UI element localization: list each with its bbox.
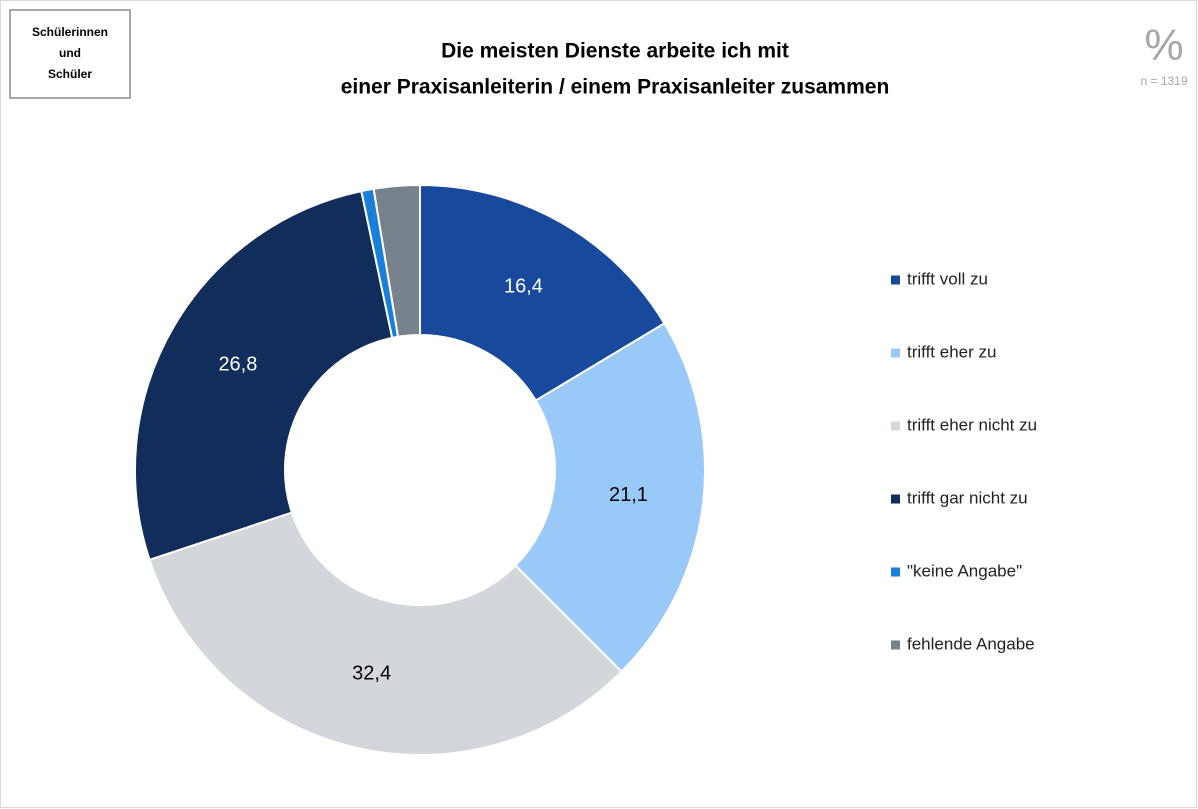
legend-label: trifft gar nicht zu [907,488,1028,507]
badge-text: Schülerinnen [32,25,108,39]
data-label: 16,4 [504,276,543,298]
legend-label: trifft voll zu [907,269,988,288]
legend-swatch [891,275,900,285]
chart-title: einer Praxisanleiterin / einem Praxisanl… [341,76,890,99]
badge-text: und [59,46,81,60]
badge-text: Schüler [48,67,92,81]
legend-swatch [891,494,900,504]
donut-slice [372,183,421,338]
data-label: 32,4 [352,663,391,685]
donut-slice [148,511,623,756]
badge-box [9,9,131,99]
data-label: 26,8 [218,354,257,376]
donut-slice [514,322,706,673]
legend-label: trifft eher nicht zu [907,415,1037,434]
data-label: 21,1 [609,484,648,506]
sample-size: n = 1319 [1140,74,1187,88]
chart-title: Die meisten Dienste arbeite ich mit [441,40,789,63]
legend-label: trifft eher zu [907,342,996,361]
legend-swatch [891,348,900,358]
legend-swatch [891,640,900,650]
legend-swatch [891,421,900,431]
legend-label: "keine Angabe" [907,561,1022,580]
donut-slice [134,189,394,562]
legend-swatch [891,567,900,577]
unit: % [1144,21,1183,70]
legend-label: fehlende Angabe [907,634,1035,653]
donut-slice [419,183,666,402]
